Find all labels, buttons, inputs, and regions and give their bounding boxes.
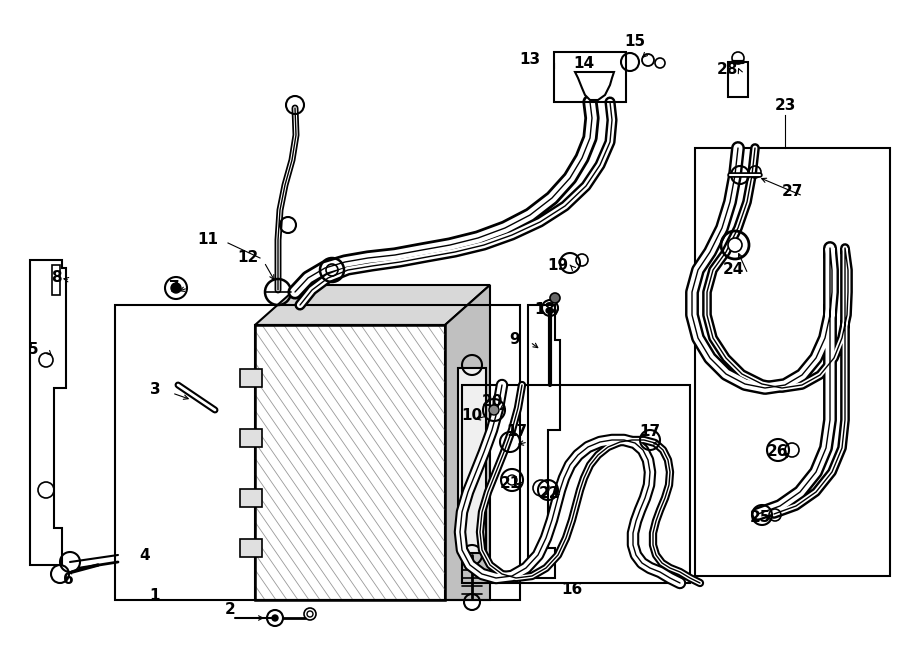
Bar <box>240 489 262 507</box>
Text: 6: 6 <box>63 573 74 587</box>
Bar <box>554 52 626 102</box>
Circle shape <box>171 283 181 293</box>
Text: 13: 13 <box>519 52 541 68</box>
Bar <box>462 385 690 583</box>
Bar <box>115 305 520 600</box>
Bar <box>52 265 60 295</box>
Text: 27: 27 <box>781 185 803 199</box>
Circle shape <box>728 238 742 252</box>
Text: 12: 12 <box>238 250 258 265</box>
Polygon shape <box>255 285 490 325</box>
Text: 14: 14 <box>573 56 595 70</box>
Circle shape <box>489 405 499 415</box>
Polygon shape <box>528 305 560 578</box>
Text: 26: 26 <box>767 444 788 459</box>
Polygon shape <box>445 285 490 600</box>
Text: 4: 4 <box>140 547 150 563</box>
Bar <box>458 368 486 553</box>
Bar <box>728 62 748 97</box>
Text: 28: 28 <box>716 62 738 77</box>
Text: 1: 1 <box>149 587 160 602</box>
Circle shape <box>272 615 278 621</box>
Circle shape <box>507 475 517 485</box>
Text: 18: 18 <box>535 303 555 318</box>
Text: 17: 17 <box>639 424 661 440</box>
Text: 3: 3 <box>149 383 160 397</box>
Text: 9: 9 <box>509 332 520 348</box>
Text: 16: 16 <box>562 583 582 598</box>
Text: 20: 20 <box>482 395 503 410</box>
Text: 25: 25 <box>750 510 770 524</box>
Text: 21: 21 <box>500 475 520 491</box>
Polygon shape <box>575 72 614 100</box>
Text: 23: 23 <box>774 97 796 113</box>
Circle shape <box>550 293 560 303</box>
Text: 15: 15 <box>625 34 645 50</box>
Bar <box>695 148 890 576</box>
Bar <box>240 429 262 447</box>
Text: 22: 22 <box>539 485 561 500</box>
Circle shape <box>307 611 313 617</box>
Bar <box>240 539 262 557</box>
Bar <box>240 369 262 387</box>
Text: 5: 5 <box>28 342 39 357</box>
Text: 10: 10 <box>462 408 482 422</box>
Text: 7: 7 <box>168 279 179 295</box>
Polygon shape <box>30 260 66 565</box>
Text: 11: 11 <box>197 232 219 248</box>
Text: 17: 17 <box>507 424 527 440</box>
Text: 2: 2 <box>225 602 236 618</box>
Text: 24: 24 <box>723 263 743 277</box>
Text: 8: 8 <box>50 271 61 285</box>
Polygon shape <box>255 325 445 600</box>
Text: 19: 19 <box>547 258 569 273</box>
